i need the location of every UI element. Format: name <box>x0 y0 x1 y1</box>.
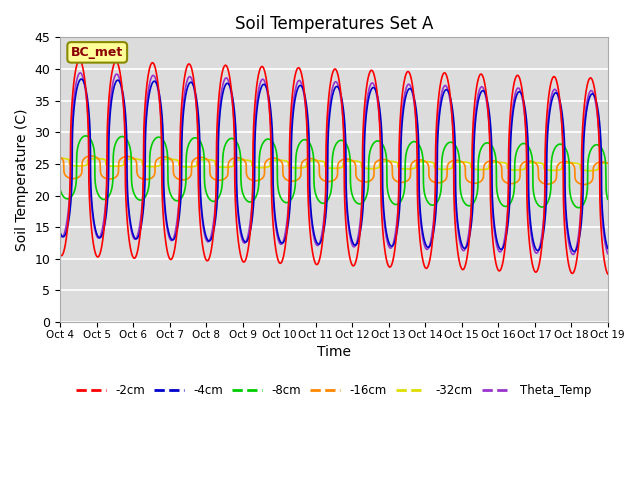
Legend: -2cm, -4cm, -8cm, -16cm, -32cm, Theta_Temp: -2cm, -4cm, -8cm, -16cm, -32cm, Theta_Te… <box>71 379 596 402</box>
Y-axis label: Soil Temperature (C): Soil Temperature (C) <box>15 108 29 251</box>
X-axis label: Time: Time <box>317 345 351 360</box>
Text: BC_met: BC_met <box>71 46 124 59</box>
Title: Soil Temperatures Set A: Soil Temperatures Set A <box>235 15 433 33</box>
